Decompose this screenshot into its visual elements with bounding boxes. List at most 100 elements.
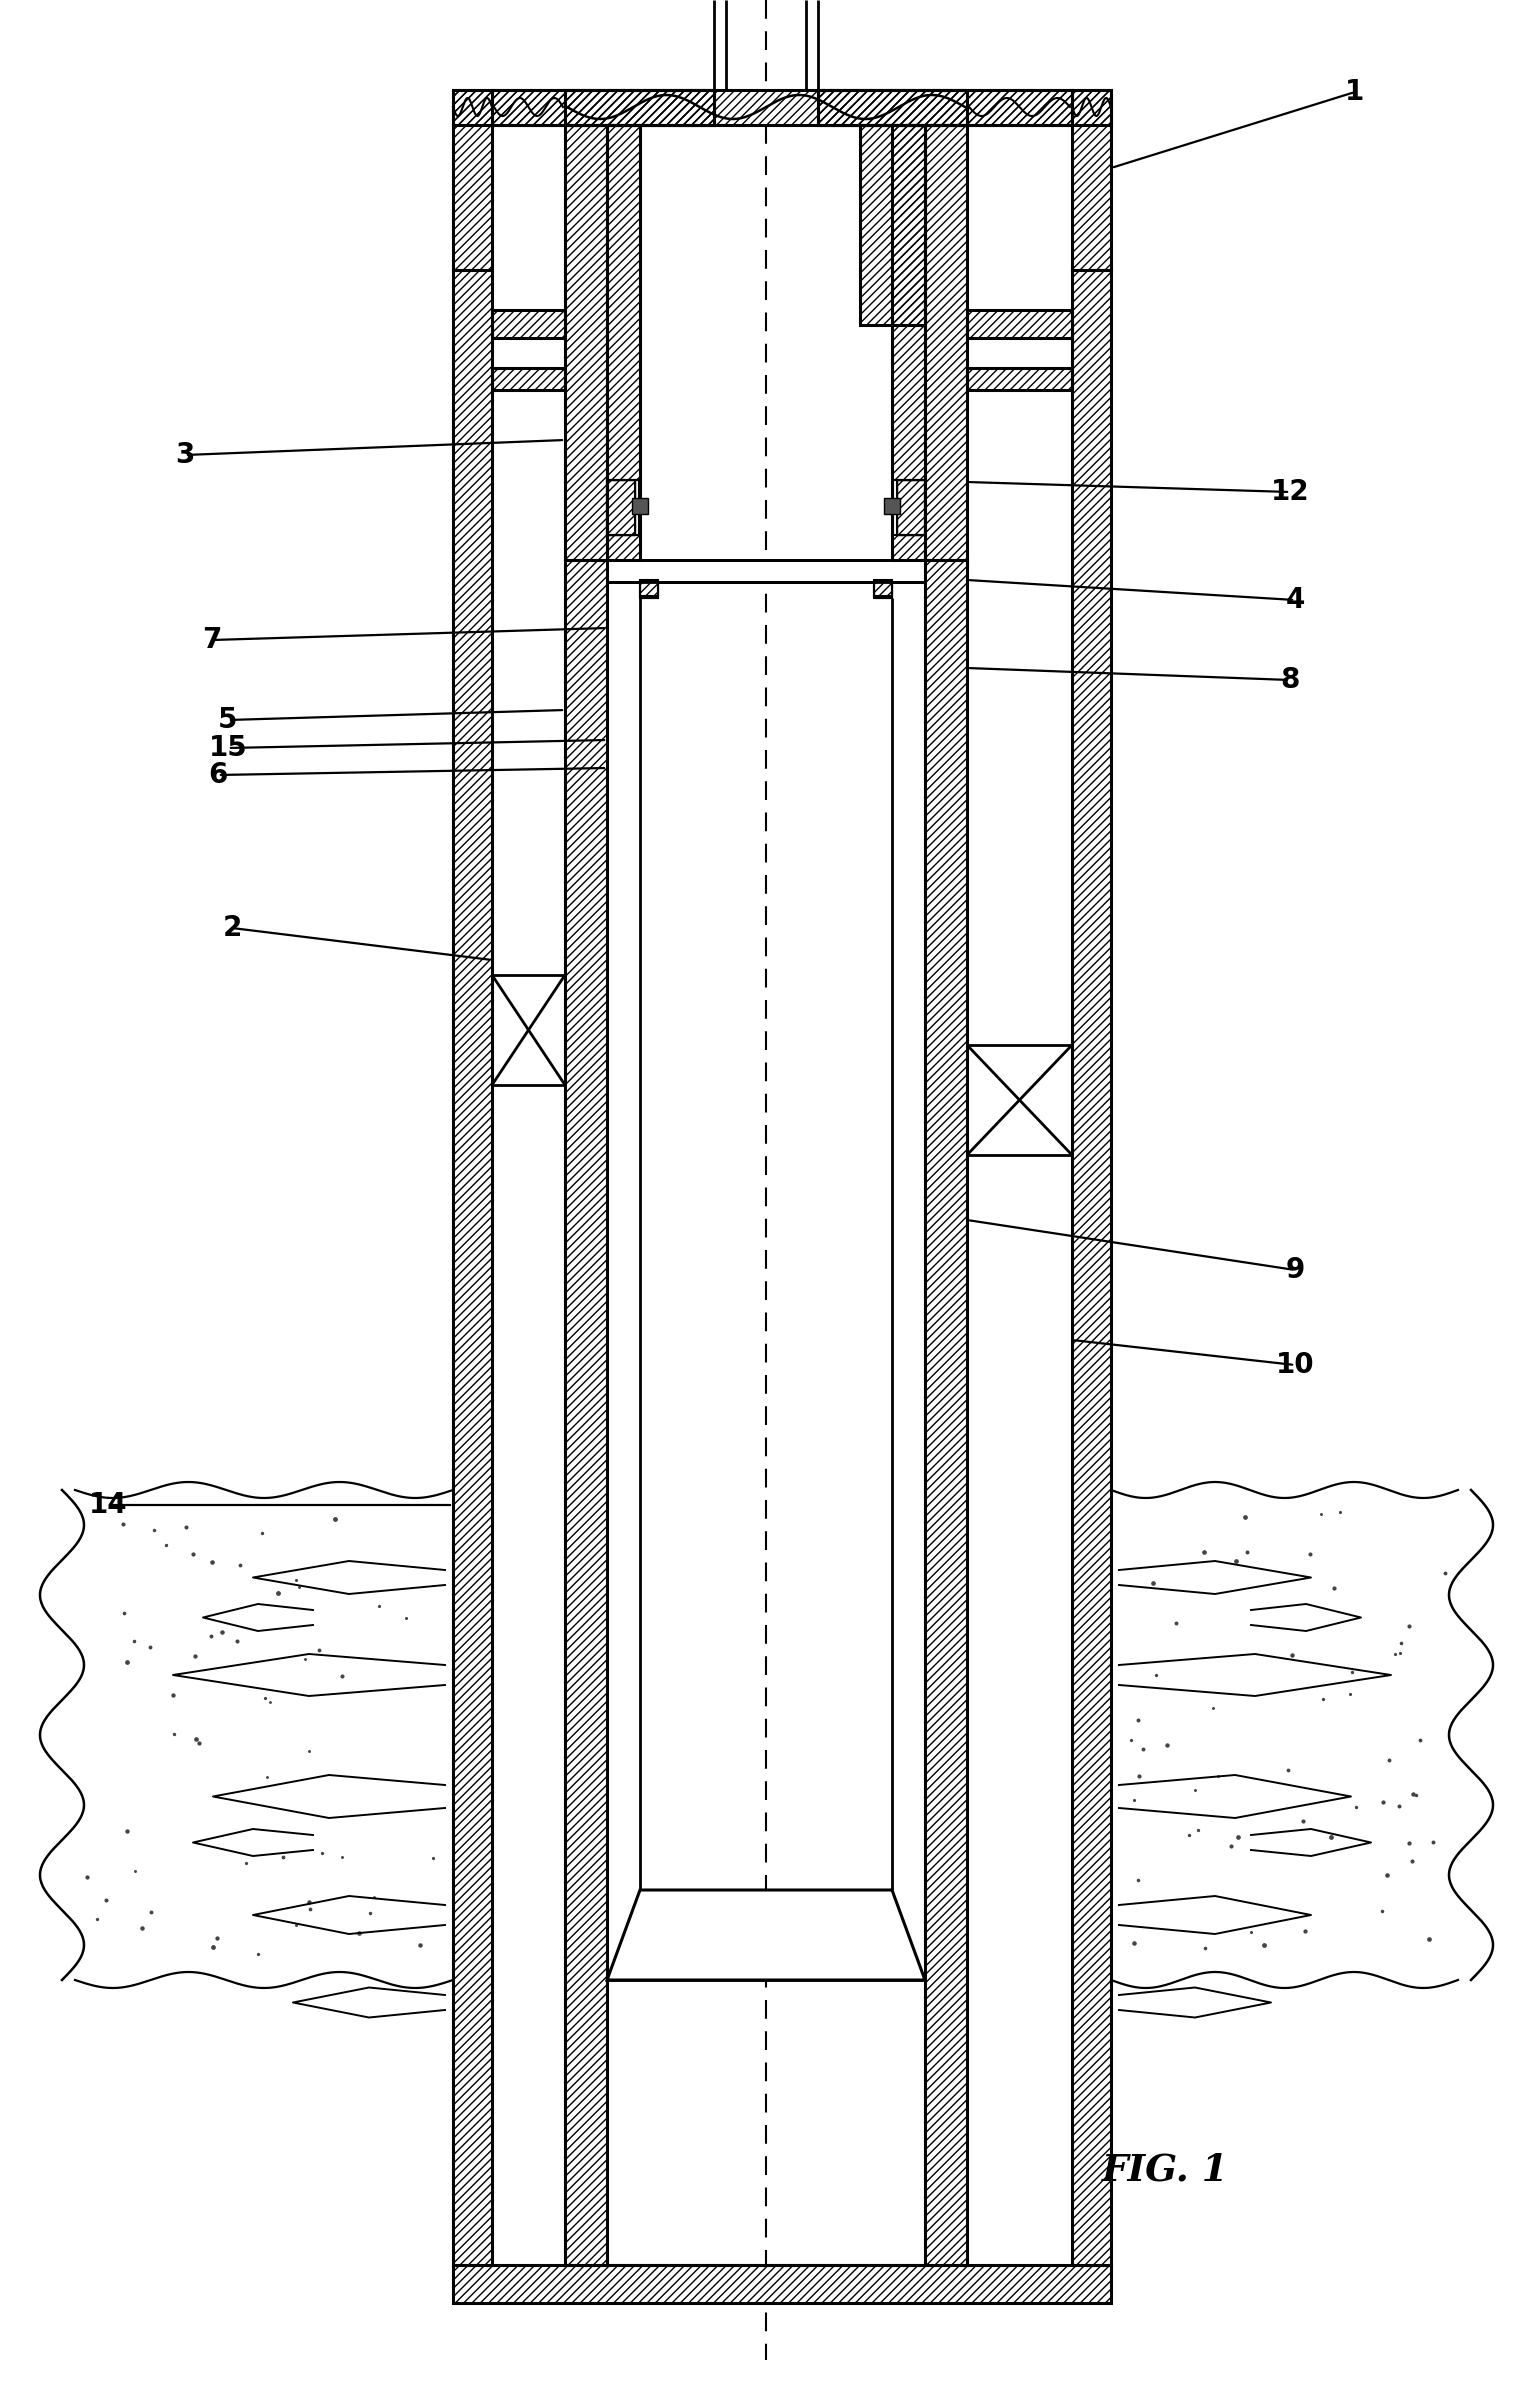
Bar (860, 125, 924, 326)
Text: 3: 3 (175, 441, 195, 470)
Bar (452, 91, 492, 271)
Text: 10: 10 (1275, 1352, 1314, 1378)
Bar (492, 309, 566, 338)
Bar (819, 91, 967, 125)
Bar (492, 369, 566, 391)
Bar (924, 125, 967, 561)
Bar (452, 2265, 1111, 2304)
Bar (452, 271, 492, 2265)
Bar (819, 91, 967, 125)
Bar (566, 91, 714, 125)
Bar (492, 976, 566, 1086)
Bar (967, 309, 1072, 338)
Bar (492, 369, 566, 391)
Bar (607, 125, 639, 561)
Bar (967, 1045, 1072, 1155)
Text: 15: 15 (208, 733, 247, 762)
Bar (607, 479, 635, 535)
Bar (874, 582, 892, 597)
Bar (607, 479, 635, 535)
Bar (924, 125, 967, 561)
Bar (607, 125, 639, 561)
Text: 1: 1 (1346, 79, 1364, 105)
Bar (452, 2265, 1111, 2304)
Bar (607, 479, 639, 535)
Bar (492, 309, 566, 338)
Bar (452, 271, 492, 2265)
Bar (452, 91, 1111, 125)
Bar (492, 309, 566, 338)
Bar (897, 479, 924, 535)
Bar (885, 499, 900, 513)
Bar (892, 125, 924, 561)
Bar (1072, 91, 1111, 271)
Bar (924, 125, 967, 561)
Bar (566, 91, 714, 125)
Bar (897, 479, 924, 535)
Bar (607, 561, 924, 582)
Bar (924, 561, 967, 2265)
Bar (492, 91, 714, 125)
Bar (897, 479, 924, 535)
Bar (1111, 1491, 1482, 1980)
Bar (566, 561, 607, 2265)
Bar (892, 125, 924, 561)
Bar (967, 369, 1072, 391)
Bar (874, 582, 892, 597)
Bar (1072, 91, 1111, 271)
Bar (819, 91, 1072, 125)
Text: 7: 7 (202, 626, 222, 654)
Bar (452, 91, 1111, 125)
Bar (607, 125, 639, 561)
Bar (892, 125, 924, 561)
Bar (967, 369, 1072, 391)
Bar (566, 561, 607, 2265)
Bar (967, 309, 1072, 338)
Text: 12: 12 (1271, 477, 1309, 506)
Bar (874, 580, 892, 597)
Bar (1072, 271, 1111, 2265)
Bar (452, 91, 492, 271)
Bar (860, 125, 924, 326)
Bar (632, 499, 648, 513)
Text: FIG. 1: FIG. 1 (1102, 2153, 1228, 2188)
Bar (566, 125, 607, 561)
Bar (819, 91, 1072, 125)
Bar (452, 271, 492, 2265)
Text: 4: 4 (1285, 585, 1305, 614)
Bar (819, 91, 1072, 125)
Text: 8: 8 (1280, 666, 1300, 695)
Bar (1072, 91, 1111, 271)
Bar (967, 369, 1072, 391)
Bar (967, 309, 1072, 338)
Bar (566, 91, 714, 125)
Bar (452, 91, 492, 271)
Bar (566, 125, 607, 561)
Bar (492, 369, 566, 391)
Text: 2: 2 (222, 913, 242, 942)
Bar (452, 2265, 1111, 2304)
Bar (639, 582, 658, 597)
Bar (639, 580, 658, 597)
Text: 5: 5 (218, 707, 238, 733)
Bar (607, 479, 635, 535)
Text: 14: 14 (89, 1491, 127, 1520)
Bar (819, 91, 967, 125)
Polygon shape (607, 1889, 924, 1980)
Bar (1072, 271, 1111, 2265)
Bar (566, 125, 607, 561)
Bar (860, 125, 924, 326)
Bar (924, 561, 967, 2265)
Bar (639, 582, 658, 597)
Bar (566, 561, 607, 2265)
Bar (452, 91, 1111, 125)
Text: 6: 6 (208, 760, 228, 789)
Text: 9: 9 (1285, 1256, 1305, 1285)
Bar (492, 91, 714, 125)
Bar (894, 479, 924, 535)
Bar (874, 582, 892, 597)
Bar (492, 91, 714, 125)
Bar (51, 1491, 452, 1980)
Bar (639, 582, 658, 597)
Bar (1072, 271, 1111, 2265)
